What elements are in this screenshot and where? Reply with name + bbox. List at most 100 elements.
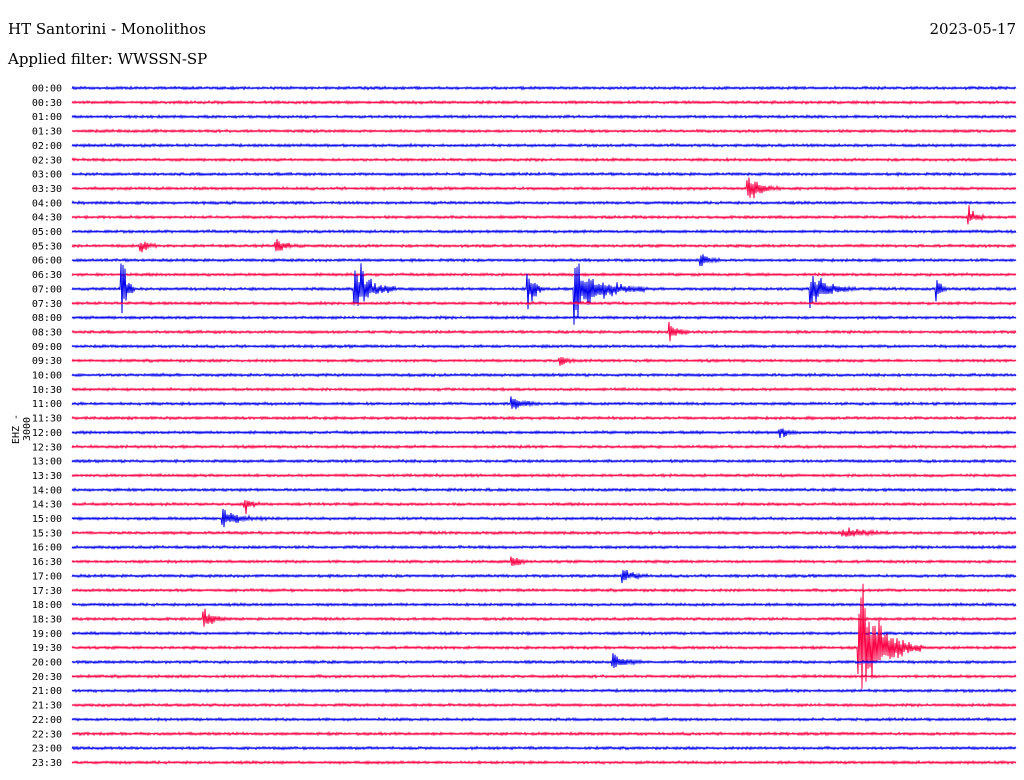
trace-line: [71, 177, 1017, 199]
trace-line: [71, 472, 1017, 479]
trace-line: [71, 396, 1017, 410]
trace-line: [71, 716, 1017, 723]
trace-line: [71, 415, 1017, 421]
row-time-label: 05:30: [32, 241, 62, 252]
row-time-label: 00:30: [32, 98, 62, 109]
trace-line: [71, 556, 1017, 566]
row-time-label: 04:30: [32, 213, 62, 224]
row-time-label: 23:00: [32, 744, 62, 755]
row-time-label: 16:30: [32, 557, 62, 568]
date-label: 2023-05-17: [929, 20, 1016, 38]
row-time-label: 06:00: [32, 256, 62, 267]
trace-line: [71, 263, 1017, 325]
trace-line: [71, 601, 1017, 608]
time-tick-labels: 00:00 00:30 01:00 01:30 02:00 02:30 03:00 03:30…: [32, 84, 62, 769]
trace-line: [71, 156, 1017, 163]
row-time-label: 22:00: [32, 715, 62, 726]
row-time-label: 11:00: [32, 399, 62, 410]
trace-line: [71, 372, 1017, 378]
trace-line: [71, 128, 1017, 134]
row-time-label: 00:00: [32, 84, 62, 95]
row-time-label: 19:30: [32, 643, 62, 654]
trace-line: [71, 254, 1017, 267]
trace-line: [71, 200, 1017, 206]
trace-line: [71, 113, 1017, 120]
trace-line: [71, 171, 1017, 178]
trace-line: [71, 271, 1017, 278]
trace-group: [71, 85, 1017, 766]
row-time-label: 20:30: [32, 672, 62, 683]
filter-label: Applied filter: WWSSN-SP: [8, 50, 208, 68]
trace-line: [71, 99, 1017, 106]
row-time-label: 09:30: [32, 356, 62, 367]
trace-line: [71, 587, 1017, 594]
row-time-label: 11:30: [32, 414, 62, 425]
row-time-label: 01:30: [32, 127, 62, 138]
row-time-label: 03:30: [32, 184, 62, 195]
row-time-label: 19:00: [32, 629, 62, 640]
row-time-label: 03:00: [32, 170, 62, 181]
row-time-label: 13:00: [32, 457, 62, 468]
trace-line: [71, 583, 1017, 689]
row-time-label: 12:30: [32, 442, 62, 453]
row-time-label: 17:00: [32, 571, 62, 582]
trace-line: [71, 300, 1017, 306]
trace-line: [71, 759, 1017, 766]
row-time-label: 06:30: [32, 270, 62, 281]
trace-line: [71, 428, 1017, 438]
trace-line: [71, 687, 1017, 694]
row-time-label: 23:30: [32, 758, 62, 769]
trace-line: [71, 653, 1017, 669]
row-time-label: 10:30: [32, 385, 62, 396]
row-time-label: 17:30: [32, 586, 62, 597]
row-time-label: 01:00: [32, 112, 62, 123]
row-time-label: 21:00: [32, 686, 62, 697]
row-time-label: 14:00: [32, 485, 62, 496]
row-time-label: 16:00: [32, 543, 62, 554]
trace-line: [71, 487, 1017, 493]
trace-line: [71, 85, 1017, 91]
trace-line: [71, 702, 1017, 708]
row-time-label: 04:00: [32, 198, 62, 209]
row-time-label: 02:30: [32, 155, 62, 166]
trace-line: [71, 239, 1017, 253]
trace-line: [71, 321, 1017, 342]
trace-line: [71, 205, 1017, 225]
trace-line: [71, 569, 1017, 583]
row-time-label: 13:30: [32, 471, 62, 482]
trace-line: [71, 314, 1017, 321]
trace-line: [71, 443, 1017, 450]
row-time-label: 02:00: [32, 141, 62, 152]
row-time-label: 12:00: [32, 428, 62, 439]
station-title: HT Santorini - Monolithos: [8, 20, 206, 38]
row-time-label: 08:00: [32, 313, 62, 324]
trace-line: [71, 343, 1017, 350]
row-time-label: 20:00: [32, 658, 62, 669]
trace-line: [71, 142, 1017, 149]
trace-line: [71, 608, 1017, 627]
trace-line: [71, 730, 1017, 737]
row-time-label: 21:30: [32, 701, 62, 712]
row-time-label: 15:00: [32, 514, 62, 525]
trace-line: [71, 386, 1017, 393]
row-time-label: 18:30: [32, 614, 62, 625]
trace-line: [71, 673, 1017, 680]
row-time-label: 09:00: [32, 342, 62, 353]
row-time-label: 10:00: [32, 371, 62, 382]
row-time-label: 05:00: [32, 227, 62, 238]
trace-line: [71, 544, 1017, 550]
trace-line: [71, 356, 1017, 366]
row-time-label: 22:30: [32, 729, 62, 740]
row-time-label: 08:30: [32, 327, 62, 338]
trace-line: [71, 458, 1017, 464]
trace-line: [71, 228, 1017, 235]
trace-line: [71, 745, 1017, 751]
trace-line: [71, 527, 1017, 538]
row-time-label: 15:30: [32, 528, 62, 539]
trace-line: [71, 508, 1017, 528]
row-time-label: 07:00: [32, 284, 62, 295]
row-time-label: 14:30: [32, 500, 62, 511]
row-time-label: 07:30: [32, 299, 62, 310]
trace-line: [71, 500, 1017, 515]
